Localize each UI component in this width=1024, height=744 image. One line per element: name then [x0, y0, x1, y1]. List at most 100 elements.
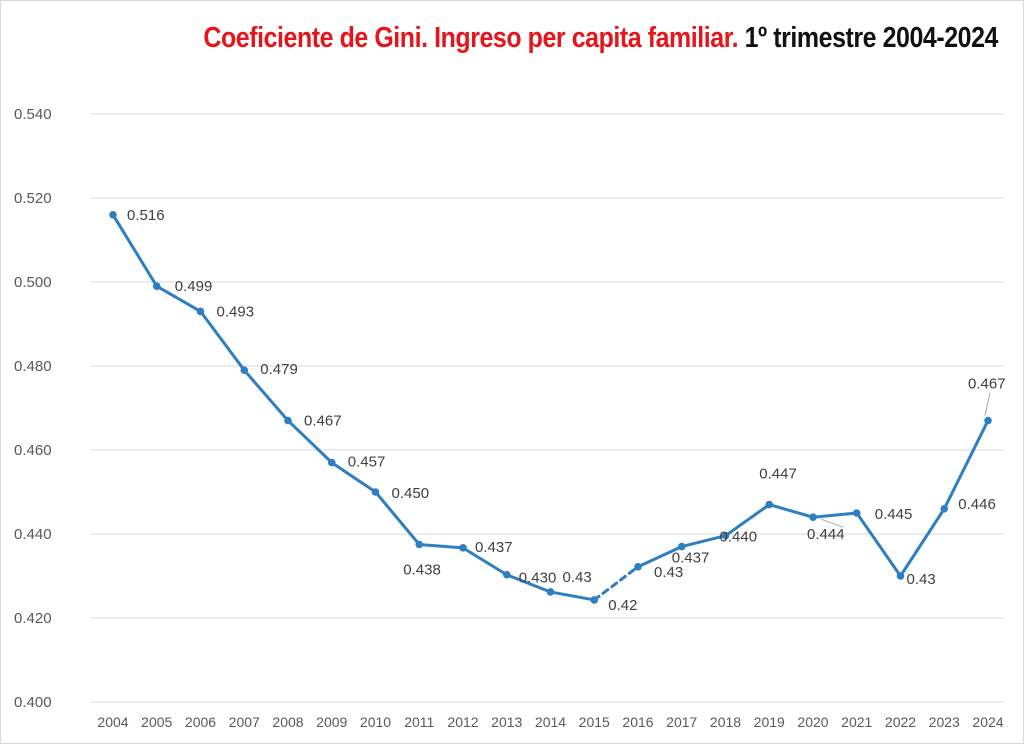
data-label: 0.43: [907, 571, 936, 588]
data-label: 0.445: [875, 506, 913, 523]
data-point: [765, 500, 774, 509]
line-segment: [505, 573, 552, 594]
data-point: [809, 513, 817, 521]
data-label: 0.447: [759, 466, 797, 483]
data-label: 0.499: [175, 278, 213, 295]
line-segment: [549, 590, 596, 602]
data-label: 0.437: [672, 550, 710, 567]
data-point: [284, 416, 292, 425]
data-point: [677, 542, 686, 551]
data-point: [546, 588, 555, 596]
data-label: 0.430: [519, 570, 557, 587]
line-segment: [811, 511, 859, 519]
x-tick-label: 2019: [754, 714, 785, 730]
data-label: 0.438: [403, 562, 441, 579]
data-label: 0.446: [958, 496, 996, 513]
line-segment: [724, 503, 771, 538]
x-tick-label: 2017: [666, 714, 697, 730]
line-segment: [374, 490, 421, 546]
x-tick-label: 2014: [535, 714, 566, 730]
data-point: [634, 562, 642, 571]
x-tick-label: 2007: [229, 714, 260, 730]
data-point: [852, 509, 861, 517]
chart-title-main: Coeficiente de Gini. Ingreso per capita …: [203, 22, 739, 54]
y-tick-label: 0.480: [14, 358, 52, 375]
data-label: 0.467: [968, 376, 1006, 393]
chart-title: Coeficiente de Gini. Ingreso per capita …: [140, 22, 998, 55]
line-segment: [199, 309, 246, 372]
line-segment: [855, 511, 902, 578]
line-segment: [286, 419, 334, 465]
y-tick-label: 0.420: [14, 610, 52, 627]
y-tick-label: 0.460: [14, 442, 52, 459]
data-point: [721, 531, 730, 540]
x-tick-label: 2006: [185, 714, 216, 730]
data-label: 0.42: [608, 597, 637, 614]
x-tick-label: 2015: [579, 714, 610, 730]
x-axis: 2004 2005 2006 2007 2008 2009 2010 2011 2012 2013…: [97, 714, 1003, 730]
data-point: [459, 544, 467, 552]
data-label: 0.479: [260, 361, 298, 378]
y-tick-label: 0.540: [14, 106, 52, 123]
gridlines: [90, 113, 1004, 703]
x-tick-label: 2004: [97, 714, 128, 730]
line-segment: [636, 545, 684, 569]
data-point: [896, 572, 905, 580]
x-tick-label: 2024: [972, 714, 1003, 730]
x-tick-label: 2011: [404, 714, 434, 730]
x-tick-label: 2009: [316, 714, 347, 730]
x-tick-label: 2018: [710, 714, 741, 730]
x-tick-label: 2022: [885, 714, 916, 730]
data-label: 0.516: [127, 207, 165, 224]
line-segment: [330, 461, 377, 494]
label-leader-line: [820, 518, 844, 528]
x-tick-label: 2016: [622, 714, 653, 730]
x-tick-label: 2008: [272, 714, 303, 730]
label-leader-line: [984, 392, 991, 416]
x-tick-label: 2023: [929, 714, 960, 730]
data-point: [940, 505, 949, 513]
y-tick-label: 0.520: [14, 190, 52, 207]
x-tick-label: 2020: [797, 714, 828, 730]
line-segment: [417, 543, 465, 550]
data-point: [240, 366, 249, 375]
line-segment: [767, 503, 815, 519]
data-point: [109, 211, 117, 219]
data-label: 0.444: [807, 526, 845, 543]
data-label: 0.450: [392, 485, 430, 502]
series-gini: [109, 211, 992, 604]
y-tick-label: 0.500: [14, 274, 52, 291]
data-point: [152, 282, 161, 291]
data-label: 0.493: [217, 303, 255, 320]
x-tick-label: 2005: [141, 714, 172, 730]
data-label: 0.440: [720, 529, 758, 546]
data-label: 0.467: [304, 413, 342, 430]
x-tick-label: 2012: [447, 714, 478, 730]
line-segment: [242, 368, 290, 423]
data-point: [371, 488, 380, 496]
x-tick-label: 2010: [360, 714, 391, 730]
line-segment: [680, 534, 727, 549]
data-point: [327, 458, 336, 467]
y-axis: 0.400 0.420 0.440 0.460 0.480 0.500 0.520 0.540: [14, 106, 52, 711]
line-segment: [461, 546, 509, 577]
data-point: [590, 596, 599, 604]
chart-subtitle: 1º trimestre 2004-2024: [744, 22, 999, 54]
x-tick-label: 2021: [841, 714, 872, 730]
data-label: 0.43: [654, 564, 683, 581]
data-label: 0.43: [563, 569, 592, 586]
y-tick-label: 0.440: [14, 526, 52, 543]
data-point: [415, 540, 424, 549]
y-tick-label: 0.400: [14, 694, 52, 711]
data-point: [984, 416, 992, 425]
data-label: 0.457: [348, 454, 386, 471]
line-segment: [111, 213, 159, 288]
line-segment: [942, 419, 990, 511]
line-segment: [592, 565, 640, 602]
line-segment: [899, 507, 946, 578]
data-label: 0.437: [475, 539, 513, 556]
x-tick-label: 2013: [491, 714, 522, 730]
data-point: [502, 570, 511, 579]
